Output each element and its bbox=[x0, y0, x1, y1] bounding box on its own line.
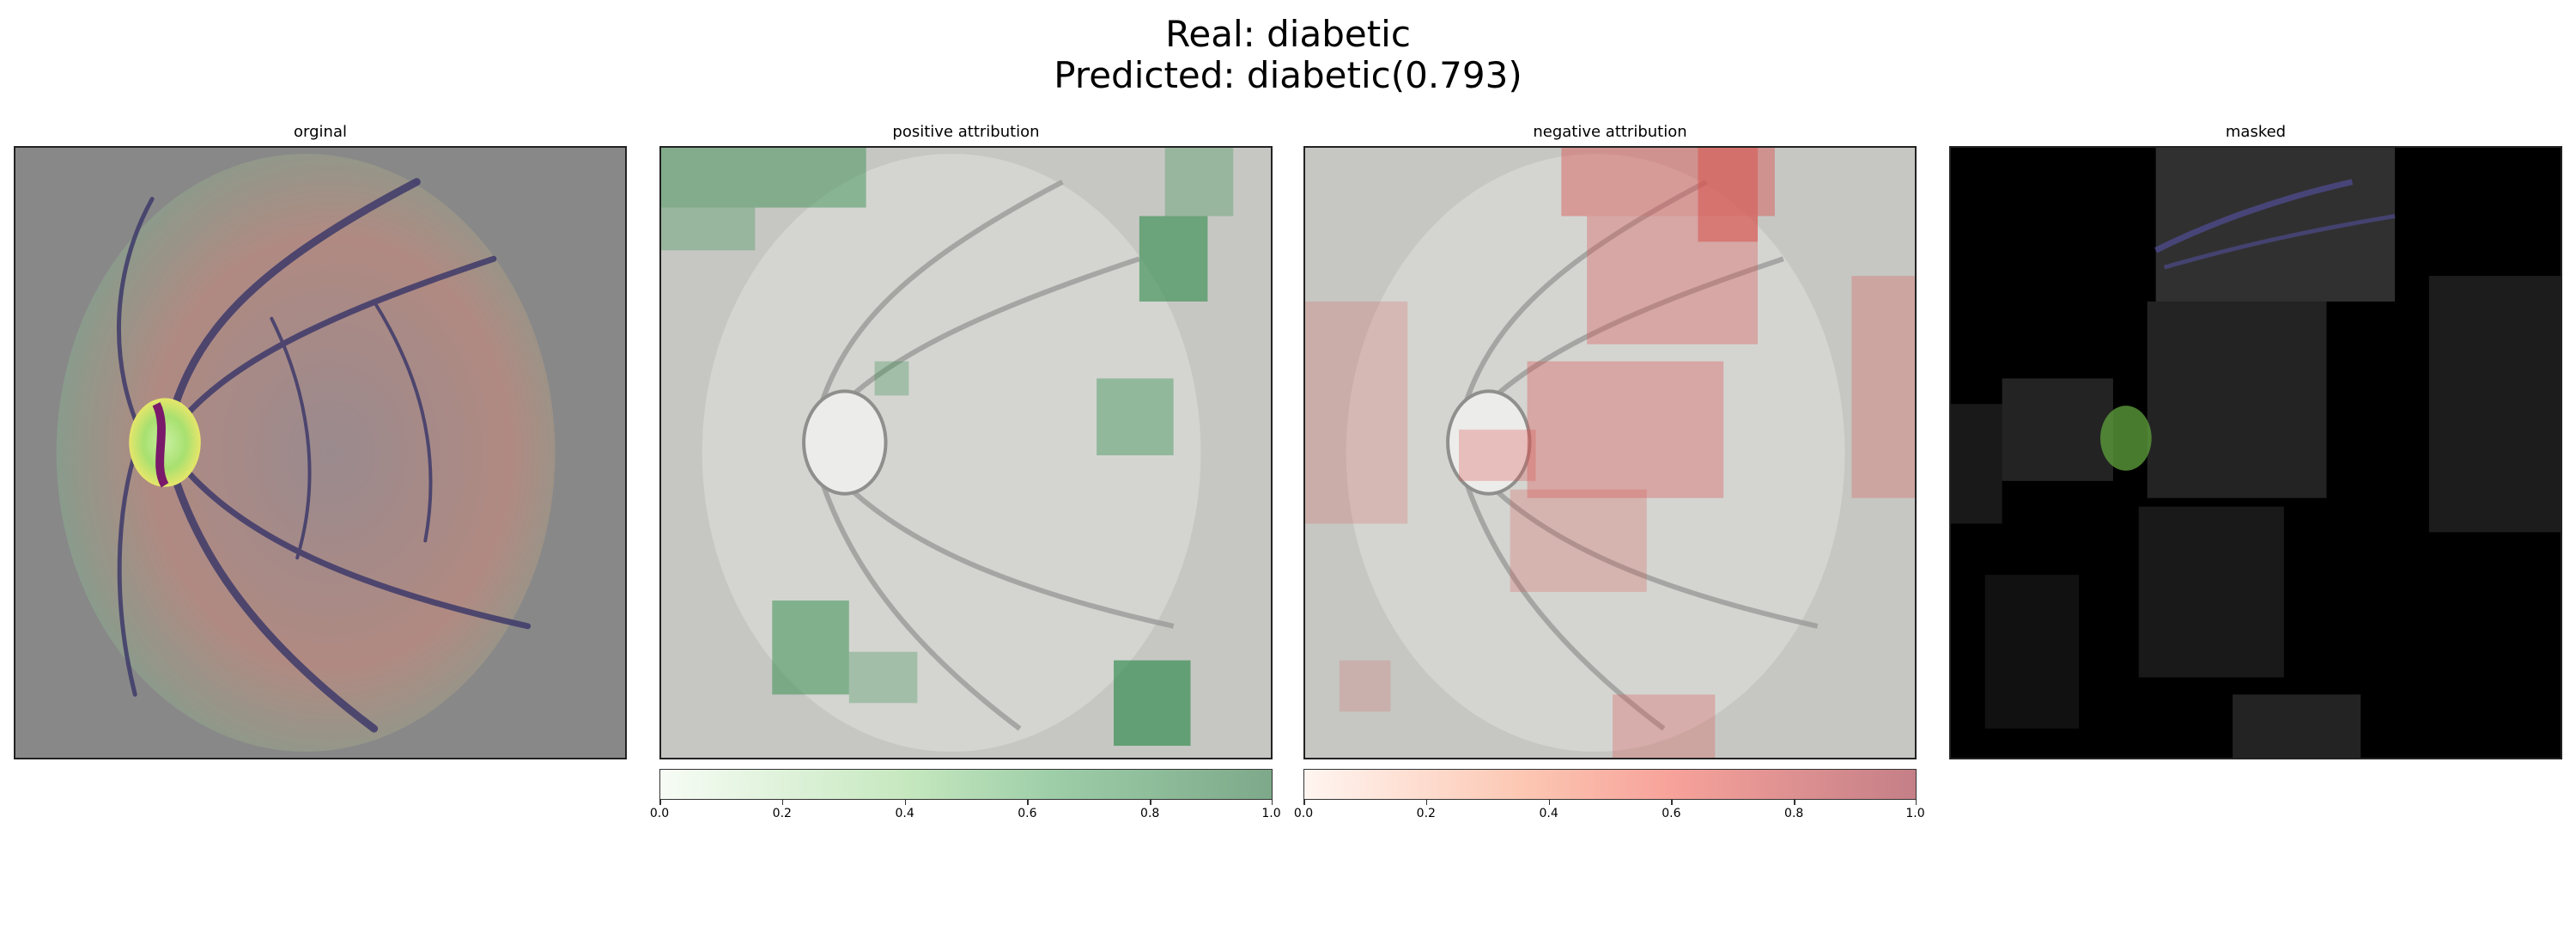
tick-label: 0.8 bbox=[1140, 807, 1160, 820]
tick-label: 0.8 bbox=[1784, 807, 1804, 820]
negative-colorbar-ticks: 0.0 0.2 0.4 0.6 0.8 1.0 bbox=[1294, 800, 1925, 826]
tick-label: 0.4 bbox=[1539, 807, 1558, 820]
figure-title-real: Real: diabetic bbox=[1165, 13, 1411, 55]
tick-label: 0.0 bbox=[1293, 807, 1314, 820]
tick-label: 1.0 bbox=[1905, 807, 1925, 820]
tick-mark bbox=[1271, 800, 1273, 805]
tick-label: 0.6 bbox=[1018, 807, 1037, 820]
tick-label: 0.6 bbox=[1662, 807, 1681, 820]
masked-retina-image bbox=[1951, 148, 2561, 758]
original-retina-image bbox=[15, 148, 625, 758]
tick-mark bbox=[781, 800, 784, 805]
original-image-panel bbox=[14, 146, 627, 759]
negative-colorbar bbox=[1303, 769, 1917, 800]
tick-mark bbox=[1425, 800, 1428, 805]
positive-colorbar-ticks: 0.0 0.2 0.4 0.6 0.8 1.0 bbox=[650, 800, 1281, 826]
positive-attribution-panel bbox=[659, 146, 1273, 759]
tick-mark bbox=[1027, 800, 1029, 805]
panel-title-original: orginal bbox=[294, 123, 347, 141]
panel-title-negative: negative attribution bbox=[1533, 123, 1687, 141]
tick-label: 0.2 bbox=[1416, 807, 1436, 820]
tick-label: 0.4 bbox=[895, 807, 914, 820]
tick-label: 1.0 bbox=[1261, 807, 1281, 820]
positive-attribution-heatmap bbox=[661, 148, 1271, 758]
negative-attribution-panel bbox=[1303, 146, 1917, 759]
positive-colorbar bbox=[659, 769, 1273, 800]
tick-label: 0.0 bbox=[649, 807, 670, 820]
tick-mark bbox=[1671, 800, 1673, 805]
tick-mark bbox=[1548, 800, 1551, 805]
tick-mark bbox=[1150, 800, 1151, 805]
figure-title-predicted: Predicted: diabetic(0.793) bbox=[1054, 54, 1522, 96]
tick-mark bbox=[1794, 800, 1795, 805]
masked-image-panel bbox=[1949, 146, 2562, 759]
negative-attribution-heatmap bbox=[1305, 148, 1915, 758]
panel-title-masked: masked bbox=[2225, 123, 2287, 141]
tick-mark bbox=[1303, 800, 1305, 805]
tick-mark bbox=[1915, 800, 1917, 805]
tick-mark bbox=[659, 800, 661, 805]
tick-label: 0.2 bbox=[772, 807, 792, 820]
panel-title-positive: positive attribution bbox=[892, 123, 1040, 141]
tick-mark bbox=[904, 800, 907, 805]
